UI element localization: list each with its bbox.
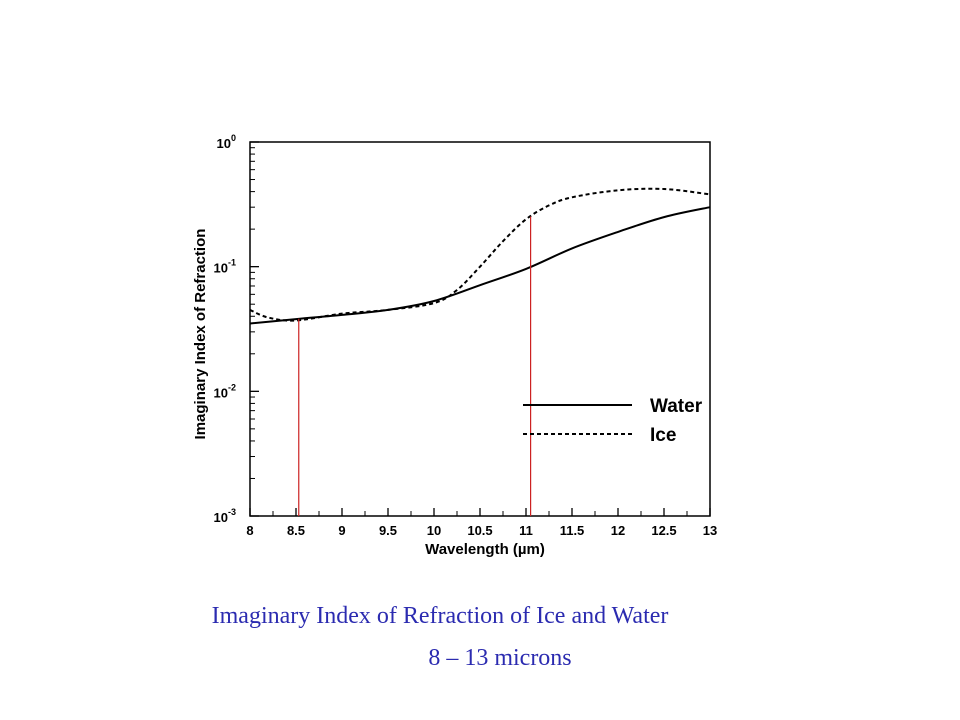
x-tick-label: 11 <box>519 523 533 538</box>
plot-border <box>249 141 711 517</box>
caption-subtitle: 8 – 13 microns <box>428 645 572 671</box>
x-axis-ticks: 8 8.5 9 9.5 10 10.5 11 11.5 12 12.5 13 <box>246 508 717 538</box>
plot-frame <box>249 141 711 517</box>
x-axis-title: Wavelength (µm) <box>425 541 545 558</box>
x-tick-label: 9.5 <box>379 523 397 538</box>
y-tick-label: 10-3 <box>214 507 236 525</box>
y-axis-title: Imaginary Index of Refraction <box>192 229 209 440</box>
x-tick-label: 8 <box>246 523 253 538</box>
series-layer <box>249 187 711 325</box>
x-tick-label: 12 <box>611 523 625 538</box>
legend-label-ice: Ice <box>650 425 676 446</box>
y-tick-label: 10-2 <box>214 382 236 400</box>
x-tick-label: 13 <box>703 523 717 538</box>
legend: Water Ice <box>523 396 703 446</box>
y-tick-label: 10-1 <box>214 258 236 276</box>
caption-title: Imaginary Index of Refraction of Ice and… <box>211 603 669 629</box>
y-tick-label: 100 <box>217 133 236 151</box>
y-axis-ticks: 10-3 10-2 10-1 100 <box>214 133 259 525</box>
marker-lines <box>298 216 532 516</box>
legend-label-water: Water <box>650 396 703 417</box>
x-tick-label: 10.5 <box>467 523 492 538</box>
x-tick-label: 10 <box>427 523 441 538</box>
refraction-chart: 10-3 10-2 10-1 100 8 8.5 9 9.5 10 10.5 11 11.5 12 12… <box>192 133 717 558</box>
series-line-ice <box>249 187 711 322</box>
x-tick-label: 8.5 <box>287 523 305 538</box>
x-tick-label: 9 <box>338 523 345 538</box>
x-tick-label: 12.5 <box>651 523 676 538</box>
x-tick-label: 11.5 <box>560 523 585 538</box>
